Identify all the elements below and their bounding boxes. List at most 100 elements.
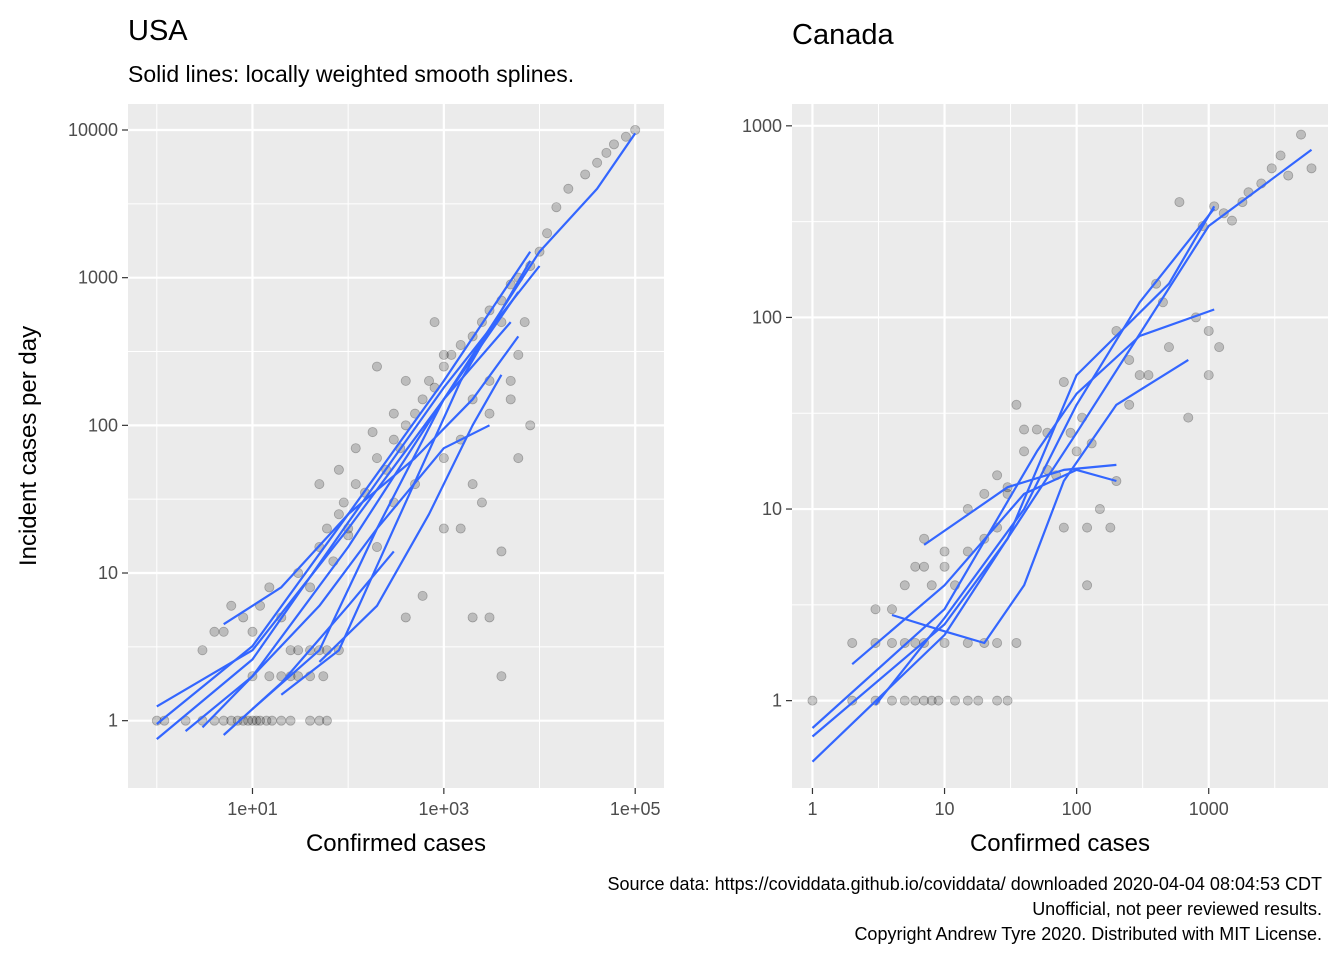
data-point [314,479,325,490]
y-tick-label: 1000 [78,268,118,288]
data-point [455,339,466,350]
data-point [467,612,478,623]
data-point [314,715,325,726]
smooth-line [923,463,1117,546]
data-point [293,645,304,656]
data-point [1011,637,1022,648]
data-point [973,695,984,706]
canada-title: Canada [792,19,894,51]
smooth-line [891,358,1189,645]
caption-copyright: Copyright Andrew Tyre 2020. Distributed … [854,924,1322,944]
data-point [209,626,220,637]
data-point [388,408,399,419]
data-point [979,488,990,499]
usa-title: USA [128,15,188,47]
data-point [870,604,881,615]
smooth-line [811,148,1313,763]
caption: Source data: https://coviddata.github.io… [608,874,1322,944]
data-point [1183,412,1194,423]
canada-plot-background [792,104,1328,788]
data-point [1124,399,1135,410]
data-point [919,561,930,572]
data-point [513,349,524,360]
data-point [608,139,619,150]
data-point [1082,580,1093,591]
data-point [513,453,524,464]
data-point [400,612,411,623]
data-point [247,626,258,637]
data-point [563,183,574,194]
x-tick-label: 1 [807,799,817,819]
data-point [197,645,208,656]
data-point [305,715,316,726]
data-point [1296,129,1307,140]
data-point [542,228,553,239]
data-point [847,637,858,648]
data-point [519,317,530,328]
data-point [601,147,612,158]
data-point [551,202,562,213]
data-point [580,169,591,180]
y-tick-label: 1 [108,711,118,731]
data-point [285,645,296,656]
data-point [939,561,950,572]
data-point [910,561,921,572]
data-point [417,394,428,405]
smooth-line [223,335,520,626]
data-point [264,582,275,593]
smooth-line [811,205,1216,738]
usa-y-tick-labels: 1 10 100 1000 10000 [68,120,128,731]
data-point [424,375,435,386]
data-point [318,671,329,682]
smooth-line [280,260,532,696]
data-point [388,434,399,445]
data-point [429,317,440,328]
data-point [400,375,411,386]
canada-points [807,129,1317,706]
data-point [367,427,378,438]
data-point [371,542,382,553]
data-point [899,637,910,648]
smooth-line [222,550,395,736]
data-point [232,715,243,726]
data-point [371,361,382,372]
data-point [484,612,495,623]
data-point [1031,424,1042,435]
data-point [1058,377,1069,388]
data-point [899,580,910,591]
y-tick-label: 1 [772,691,782,711]
data-point [1203,325,1214,336]
data-point [1011,399,1022,410]
canada-y-tick-labels: 1 10 100 1000 [742,116,792,711]
usa-gridlines [128,104,664,788]
canada-x-axis-label: Confirmed cases [970,830,1150,857]
smooth-line [184,424,490,732]
data-point [1134,370,1145,381]
data-point [992,695,1003,706]
data-point [1111,476,1122,487]
data-point [285,715,296,726]
usa-x-axis-label: Confirmed cases [306,830,486,857]
data-point [505,394,516,405]
data-point [1082,522,1093,533]
usa-y-axis-label: Incident cases per day [15,326,42,566]
data-point [939,637,950,648]
usa-subtitle: Solid lines: locally weighted smooth spl… [128,61,574,87]
data-point [226,715,237,726]
x-tick-label: 1e+01 [227,799,278,819]
data-point [962,546,973,557]
data-point [338,497,349,508]
data-point [899,695,910,706]
data-point [919,695,930,706]
data-point [1226,215,1237,226]
data-point [371,453,382,464]
y-tick-label: 10 [98,563,118,583]
data-point [446,349,457,360]
data-point [333,509,344,520]
data-point [1105,522,1116,533]
data-point [886,637,897,648]
data-point [1143,370,1154,381]
y-tick-label: 10 [762,499,782,519]
data-point [264,671,275,682]
